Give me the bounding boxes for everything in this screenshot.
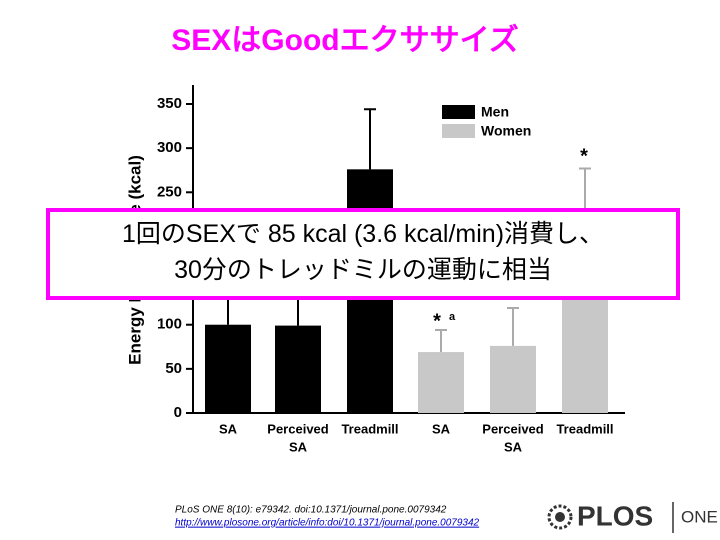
bar bbox=[490, 345, 536, 413]
legend-swatch bbox=[442, 124, 475, 138]
legend-label: Women bbox=[481, 123, 531, 139]
slide-title: SEXはGoodエクササイズ bbox=[171, 23, 518, 57]
x-tick-label: SA bbox=[219, 421, 238, 436]
logo-brand: PLOS bbox=[577, 500, 653, 531]
x-tick-label: Treadmill bbox=[341, 421, 398, 436]
legend-swatch bbox=[442, 105, 475, 119]
logo-journal: ONE bbox=[681, 507, 718, 526]
x-tick-label: SA bbox=[289, 439, 308, 454]
x-tick-label: Perceived bbox=[482, 421, 543, 436]
x-tick-label: Perceived bbox=[267, 421, 328, 436]
bar bbox=[275, 325, 321, 413]
citation-link[interactable]: http://www.plosone.org/article/info:doi/… bbox=[175, 518, 480, 529]
callout-line: 1回のSEXで 85 kcal (3.6 kcal/min)消費し、 bbox=[121, 220, 605, 248]
y-tick-label: 50 bbox=[165, 360, 182, 377]
x-tick-label: SA bbox=[432, 421, 451, 436]
x-tick-label: Treadmill bbox=[556, 421, 613, 436]
y-tick-label: 0 bbox=[174, 404, 182, 421]
annotation: * bbox=[580, 145, 588, 167]
callout-line: 30分のトレッドミルの運動に相当 bbox=[174, 256, 552, 284]
y-tick-label: 300 bbox=[157, 139, 182, 156]
error-bar bbox=[507, 306, 519, 346]
annotation-sup: a bbox=[449, 311, 456, 323]
y-tick-label: 100 bbox=[157, 316, 182, 333]
x-tick-label: SA bbox=[504, 439, 523, 454]
bar bbox=[205, 324, 251, 413]
y-tick-label: 350 bbox=[157, 95, 182, 112]
bar bbox=[418, 352, 464, 413]
error-bar bbox=[364, 108, 376, 170]
annotation: * bbox=[433, 310, 441, 332]
legend-label: Men bbox=[481, 104, 509, 120]
error-bar bbox=[435, 329, 447, 353]
logo-icon bbox=[547, 504, 573, 530]
y-tick-label: 250 bbox=[157, 183, 182, 200]
citation: PLoS ONE 8(10): e79342. doi:10.1371/jour… bbox=[175, 505, 447, 516]
callout-box: 1回のSEXで 85 kcal (3.6 kcal/min)消費し、 30分のト… bbox=[46, 208, 680, 300]
